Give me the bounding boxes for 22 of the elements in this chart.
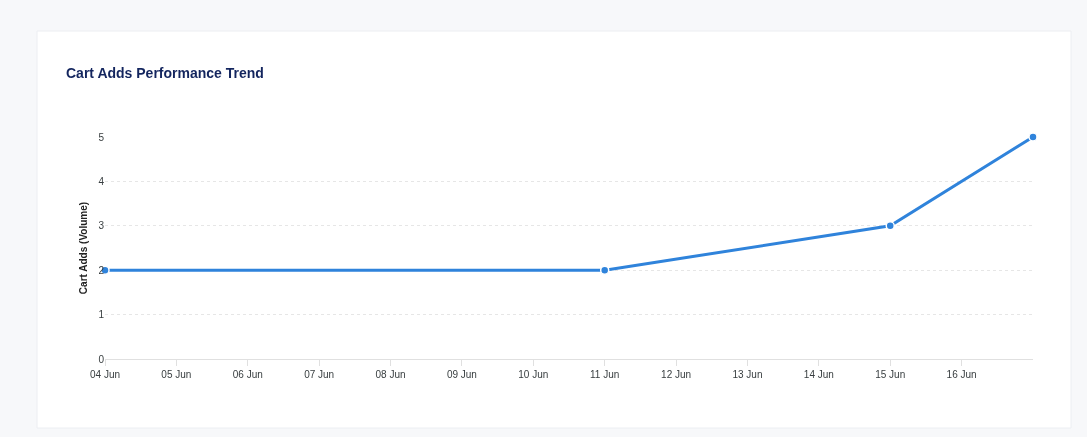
- x-tick-label: 14 Jun: [803, 369, 834, 380]
- y-tick-label: 0: [98, 353, 105, 365]
- x-tick-label: 07 Jun: [304, 369, 335, 380]
- x-tick-label: 08 Jun: [375, 369, 406, 380]
- point: [1028, 132, 1038, 142]
- x-tick-label: 10 Jun: [518, 369, 549, 380]
- y-tick-label: 2: [98, 264, 105, 276]
- x-tick-label: 06 Jun: [232, 369, 263, 380]
- x-tick-label: 05 Jun: [161, 369, 192, 380]
- y-tick-label: 4: [98, 175, 105, 187]
- y-tick-label: 1: [98, 309, 105, 321]
- y-axis-title: Cart Adds (Volume): [78, 201, 90, 295]
- x-tick-label: 13 Jun: [732, 369, 763, 380]
- x-tick-label: 11 Jun: [590, 369, 620, 380]
- x-tick-label: 12 Jun: [661, 369, 692, 380]
- x-tick-label: 09 Jun: [446, 369, 477, 380]
- x-tick-label: 16 Jun: [946, 369, 977, 380]
- y-tick-label: 3: [98, 220, 105, 232]
- x-tick-label: 15 Jun: [875, 369, 906, 380]
- y-tick-label: 5: [98, 131, 105, 143]
- chart-title: Cart Adds Performance Trend: [66, 64, 264, 81]
- x-tick-label: 04 Jun: [89, 369, 121, 380]
